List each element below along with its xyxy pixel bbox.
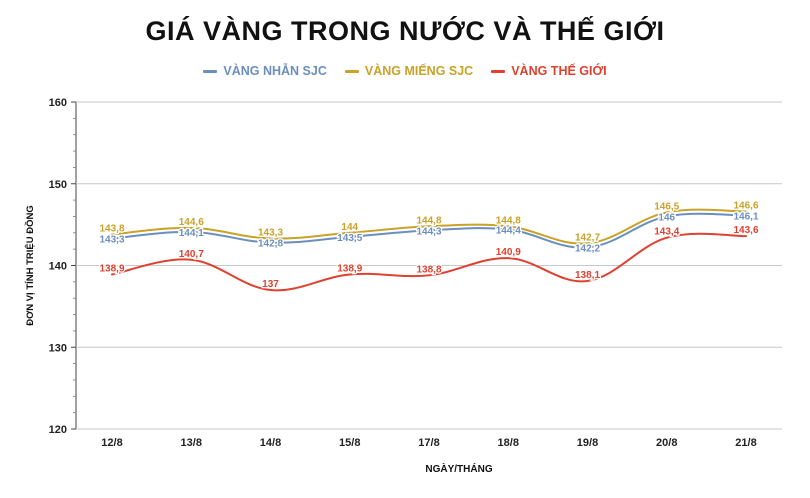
y-tick-label: 140 [49, 261, 67, 273]
legend-label-nhan: VÀNG NHẪN SJC [223, 64, 327, 78]
data-label: 146 [658, 212, 675, 223]
series-line-vang-the-gioi [111, 232, 747, 292]
y-tick-label: 130 [49, 342, 67, 354]
data-label: 140,9 [496, 247, 521, 258]
data-label: 140,7 [179, 249, 204, 260]
data-label: 143,3 [99, 235, 124, 246]
data-label: 143,4 [654, 227, 679, 238]
data-label: 143,3 [258, 228, 283, 239]
data-label: 142,2 [575, 244, 600, 255]
x-tick-label: 14/8 [260, 437, 281, 449]
x-tick-label: 21/8 [735, 437, 756, 449]
legend-item-nhan: VÀNG NHẪN SJC [203, 64, 327, 78]
data-label: 137 [262, 279, 279, 290]
legend-item-mieng: VÀNG MIẾNG SJC [344, 64, 474, 78]
data-label: 146,5 [654, 201, 679, 212]
data-label: 138,8 [416, 264, 441, 275]
legend-label-mieng: VÀNG MIẾNG SJC [364, 64, 474, 78]
series-line-vang-mieng [111, 208, 747, 245]
data-label: 144,1 [179, 228, 204, 239]
legend: VÀNG NHẪN SJC VÀNG MIẾNG SJC VÀNG THẾ GI… [0, 64, 810, 78]
data-label: 144,4 [496, 226, 521, 237]
y-tick-label: 120 [49, 424, 67, 436]
x-tick-label: 19/8 [577, 437, 598, 449]
x-axis-title: NGÀY/THÁNG [425, 462, 492, 475]
y-axis-title: ĐƠN VỊ TÍNH TRIỆU ĐỒNG [24, 205, 36, 326]
data-label: 146,6 [733, 201, 758, 212]
data-label: 138,9 [337, 263, 362, 274]
legend-label-thegioi: VÀNG THẾ GIỚI [511, 64, 607, 78]
x-tick-label: 13/8 [181, 437, 202, 449]
x-tick-label: 20/8 [656, 437, 677, 449]
x-tick-label: 18/8 [498, 437, 519, 449]
data-label: 146,1 [733, 212, 758, 223]
data-label: 138,9 [99, 263, 124, 274]
x-tick-label: 15/8 [339, 437, 360, 449]
chart-title: GIÁ VÀNG TRONG NƯỚC VÀ THẾ GIỚI [145, 16, 665, 46]
y-tick-label: 150 [49, 179, 67, 191]
data-label: 138,1 [575, 270, 600, 281]
data-label: 142,7 [575, 232, 600, 243]
series-line-vang-nhan [111, 212, 747, 249]
legend-swatch-thegioi [491, 69, 506, 73]
data-label: 144,6 [179, 217, 204, 228]
legend-item-thegioi: VÀNG THẾ GIỚI [491, 64, 607, 78]
data-label: 144,3 [416, 226, 441, 237]
legend-swatch-nhan [203, 69, 218, 73]
x-tick-label: 17/8 [418, 437, 439, 449]
data-label: 144,8 [496, 215, 521, 226]
data-label: 143,8 [99, 223, 124, 234]
data-label: 142,8 [258, 239, 283, 250]
data-label: 144 [341, 222, 358, 233]
x-tick-label: 12/8 [101, 437, 122, 449]
y-tick-label: 160 [49, 97, 67, 109]
legend-swatch-mieng [344, 69, 359, 73]
data-label: 143,6 [733, 225, 758, 236]
data-label: 144,8 [416, 215, 441, 226]
data-label: 143,5 [337, 233, 362, 244]
